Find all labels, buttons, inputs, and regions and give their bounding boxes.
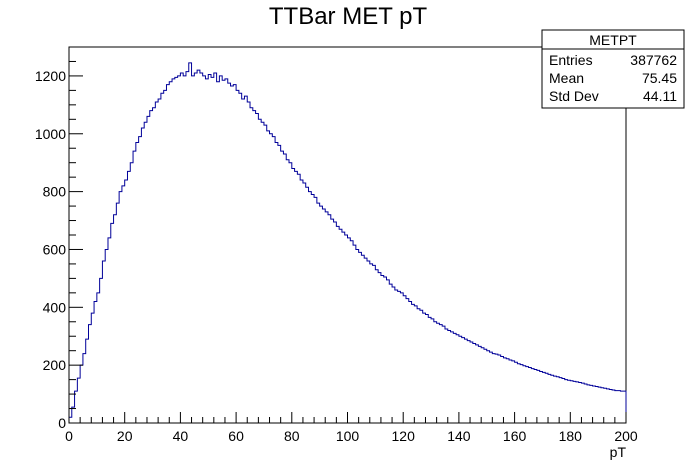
y-tick-label: 1200: [35, 68, 66, 84]
stats-entries-value: 387762: [630, 52, 677, 68]
y-tick-label: 600: [43, 241, 67, 257]
x-tick-label: 20: [117, 428, 133, 444]
x-tick-label: 100: [336, 428, 360, 444]
x-tick-label: 180: [559, 428, 583, 444]
x-tick-label: 40: [173, 428, 189, 444]
stats-mean-label: Mean: [549, 70, 584, 86]
x-tick-label: 140: [447, 428, 471, 444]
stats-mean-value: 75.45: [642, 70, 677, 86]
stats-stddev-label: Std Dev: [549, 88, 599, 104]
histogram-series: [68, 62, 627, 423]
x-axis-label: pT: [610, 444, 627, 460]
x-tick-label: 80: [284, 428, 300, 444]
stats-entries-label: Entries: [549, 52, 593, 68]
x-tick-label: 0: [65, 428, 73, 444]
x-tick-label: 120: [392, 428, 416, 444]
stats-box: METPT Entries 387762 Mean 75.45 Std Dev …: [541, 29, 685, 109]
x-tick-label: 60: [228, 428, 244, 444]
x-tick-label: 200: [614, 428, 638, 444]
chart-title: TTBar MET pT: [269, 3, 428, 30]
x-tick-label: 160: [503, 428, 527, 444]
y-tick-label: 800: [43, 184, 67, 200]
stats-stddev-value: 44.11: [643, 88, 677, 104]
y-tick-label: 1000: [35, 126, 66, 142]
y-tick-label: 0: [58, 415, 66, 431]
x-axis: 0 20 40 60 80 100 120 140 160 180 200: [65, 412, 638, 444]
stats-title: METPT: [589, 32, 637, 48]
y-tick-label: 200: [43, 357, 67, 373]
y-tick-label: 400: [43, 299, 67, 315]
y-axis: 0 200 400 600 800 1000 1200: [35, 46, 83, 431]
